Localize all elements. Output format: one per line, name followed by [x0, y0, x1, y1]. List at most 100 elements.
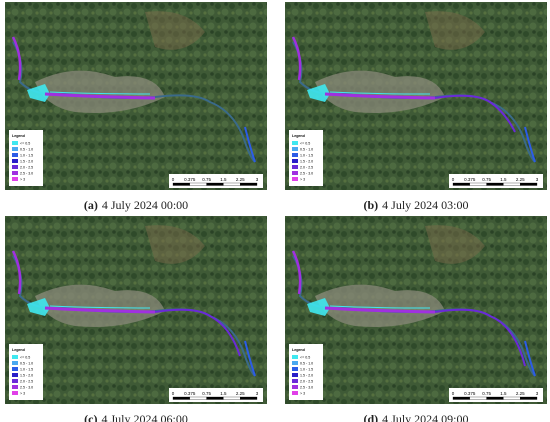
- legend-label: 2.5 - 3.0: [300, 386, 313, 390]
- terrain-patch: [145, 11, 205, 50]
- legend-swatch: [292, 391, 298, 395]
- legend-swatch: [12, 355, 18, 359]
- map-panel: Legend <= 0.5 0.5 - 1.0 1.0 - 1.5 1.5 - 2.0 2…: [285, 2, 547, 190]
- scale-segment: [240, 396, 258, 400]
- scale-label: 2.25: [516, 391, 525, 396]
- legend-swatch: [292, 177, 298, 181]
- flood-channel-2: [49, 305, 151, 309]
- legend-label: > 3: [20, 392, 25, 396]
- scale-bar-bg: [169, 174, 263, 188]
- legend-label: 1.0 - 1.5: [20, 154, 33, 158]
- legend-swatch: [292, 379, 298, 383]
- scale-segment: [503, 396, 521, 400]
- panel-label: (c): [84, 412, 97, 422]
- flood-core: [307, 84, 330, 102]
- legend-swatch: [292, 361, 298, 365]
- legend-title: Legend: [292, 348, 305, 352]
- legend-label: 2.0 - 2.5: [300, 166, 313, 170]
- legend-box: [289, 130, 323, 186]
- legend-label: 2.5 - 3.0: [20, 172, 33, 176]
- scale-label: 1.5: [500, 391, 507, 396]
- legend-swatch: [12, 141, 18, 145]
- scale-label: 0: [172, 177, 175, 182]
- panel-date: 4 July 2024 00:00: [102, 198, 188, 212]
- scale-label: 0: [452, 177, 455, 182]
- scale-segment: [223, 182, 241, 186]
- scale-label: 1.5: [500, 177, 507, 182]
- legend-label: 0.5 - 1.0: [300, 148, 313, 152]
- scale-segment: [172, 396, 190, 400]
- legend-swatch: [12, 159, 18, 163]
- flood-left: [11, 250, 22, 295]
- terrain-patch: [425, 11, 485, 50]
- flood-channel: [324, 92, 436, 100]
- legend-label: 2.0 - 2.5: [20, 166, 33, 170]
- flood-downstream: [434, 94, 516, 133]
- legend-swatch: [12, 385, 18, 389]
- legend-swatch: [292, 153, 298, 157]
- legend: Legend <= 0.5 0.5 - 1.0 1.0 - 1.5 1.5 - 2.0 2…: [289, 344, 323, 400]
- scale-bar: 0 0.375 0.75 1.5 2.25 3: [449, 174, 543, 188]
- urban-area: [35, 284, 165, 327]
- legend-title: Legend: [292, 134, 305, 138]
- scale-label: 1.5: [220, 391, 227, 396]
- legend-label: 1.5 - 2.0: [20, 160, 33, 164]
- urban-area: [35, 70, 165, 113]
- legend-label: 0.5 - 1.0: [20, 362, 33, 366]
- flood-downstream: [154, 308, 241, 357]
- scale-segment: [469, 396, 487, 400]
- panel-date: 4 July 2024 03:00: [382, 198, 468, 212]
- panel-caption: (b) 4 July 2024 03:00: [363, 198, 468, 212]
- legend-label: 0.5 - 1.0: [300, 362, 313, 366]
- scale-label: 1.5: [220, 177, 227, 182]
- scale-segment: [206, 182, 224, 186]
- scale-label: 0: [172, 391, 175, 396]
- flood-downstream: [434, 308, 526, 367]
- legend-box: [289, 344, 323, 400]
- scale-segment: [172, 182, 190, 186]
- legend-label: 2.5 - 3.0: [300, 172, 313, 176]
- scale-segment: [520, 396, 538, 400]
- legend-swatch: [12, 147, 18, 151]
- legend-swatch: [292, 141, 298, 145]
- legend-swatch: [12, 177, 18, 181]
- flood-core: [307, 298, 330, 316]
- legend-swatch: [292, 385, 298, 389]
- scale-label: 0.375: [184, 391, 196, 396]
- legend-swatch: [12, 379, 18, 383]
- scale-bar-bg: [169, 388, 263, 402]
- legend: Legend <= 0.5 0.5 - 1.0 1.0 - 1.5 1.5 - 2.0 2…: [9, 344, 43, 400]
- legend-swatch: [292, 147, 298, 151]
- legend-box: [9, 130, 43, 186]
- scale-segment: [240, 182, 258, 186]
- legend-label: 2.0 - 2.5: [20, 380, 33, 384]
- legend-swatch: [12, 361, 18, 365]
- flood-channel-2: [329, 305, 431, 309]
- scale-label: 3: [536, 391, 539, 396]
- flood-tributary: [244, 126, 256, 163]
- flood-channel: [44, 92, 156, 100]
- legend-label: <= 0.5: [20, 142, 30, 146]
- flood-left: [291, 250, 302, 295]
- legend-swatch: [12, 153, 18, 157]
- map-panel: Legend <= 0.5 0.5 - 1.0 1.0 - 1.5 1.5 - 2.0 2…: [5, 2, 267, 190]
- scale-segment: [206, 396, 224, 400]
- legend-swatch: [12, 165, 18, 169]
- terrain-patch: [425, 225, 485, 264]
- legend-swatch: [12, 367, 18, 371]
- scale-segment: [520, 182, 538, 186]
- legend-box: [9, 344, 43, 400]
- scale-label: 2.25: [236, 391, 245, 396]
- panel-date: 4 July 2024 09:00: [382, 412, 468, 422]
- legend-swatch: [12, 171, 18, 175]
- scale-label: 0.375: [184, 177, 196, 182]
- legend-swatch: [12, 391, 18, 395]
- legend-label: 2.0 - 2.5: [300, 380, 313, 384]
- legend-swatch: [292, 367, 298, 371]
- scale-label: 0.75: [482, 177, 491, 182]
- panel-label: (a): [84, 198, 98, 212]
- legend-swatch: [292, 165, 298, 169]
- flood-core: [27, 84, 50, 102]
- legend-label: > 3: [300, 178, 305, 182]
